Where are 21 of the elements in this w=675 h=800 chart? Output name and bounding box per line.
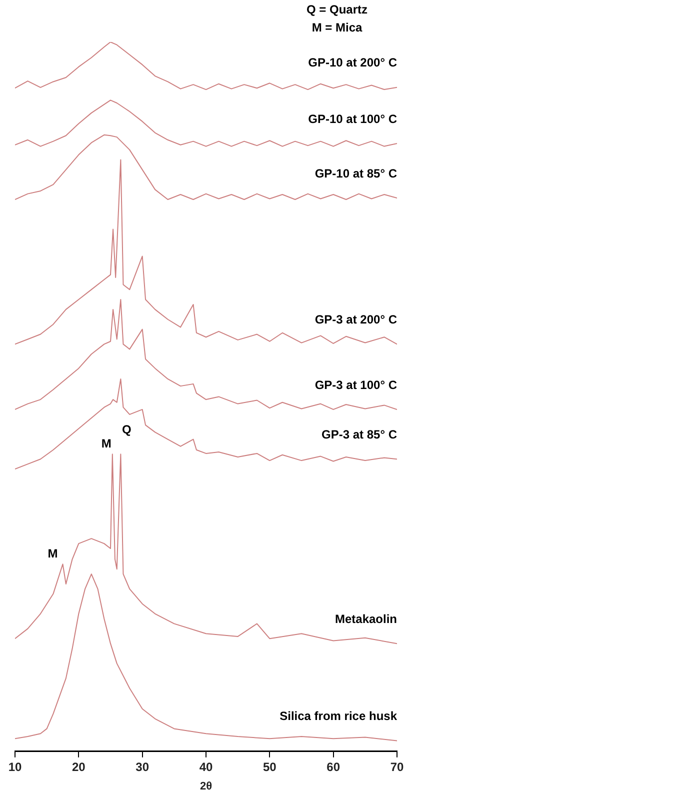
series-label: GP-3 at 85° C — [322, 427, 398, 442]
text: M = Mica — [312, 20, 362, 34]
x-tick-label: 20 — [72, 760, 86, 774]
x-tick-label: 60 — [326, 760, 340, 774]
series-label: GP-10 at 200° C — [308, 56, 398, 70]
series-label: GP-3 at 100° C — [314, 378, 398, 392]
series-label: GP-3 at 200° C — [314, 312, 398, 327]
text: Q = Quartz — [306, 2, 368, 16]
x-tick-label: 10 — [8, 760, 22, 774]
series-label: Silica from rice husk — [280, 709, 398, 724]
series-label: Metakaolin — [334, 612, 397, 626]
x-tick-label: 30 — [136, 760, 150, 774]
x-tick-label: 40 — [199, 760, 213, 774]
annotation: M — [101, 436, 112, 450]
annotation: Q — [122, 422, 132, 436]
annotation: M — [48, 546, 58, 560]
x-tick-label: 50 — [262, 760, 277, 774]
series-label: GP-10 at 85° C — [314, 166, 398, 180]
series-label: GP-10 at 100° C — [308, 112, 398, 126]
x-axis-title: 2θ — [200, 780, 212, 792]
x-tick-label: 70 — [390, 760, 404, 774]
